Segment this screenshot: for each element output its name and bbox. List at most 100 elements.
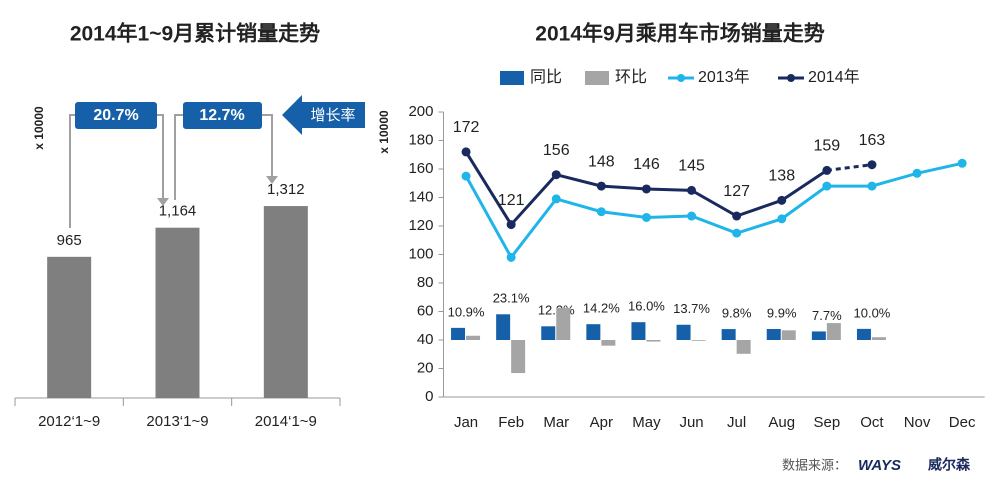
point bbox=[687, 185, 697, 195]
point bbox=[732, 211, 742, 221]
value-label: 127 bbox=[723, 183, 750, 200]
point bbox=[777, 195, 787, 205]
value-label: 159 bbox=[813, 138, 840, 155]
connector bbox=[69, 114, 75, 228]
y-tick-label: 180 bbox=[408, 131, 433, 148]
arrowhead bbox=[157, 198, 169, 206]
bar bbox=[766, 328, 781, 340]
y-label: x 10000 bbox=[32, 106, 46, 150]
brand-cn: 威尔森 bbox=[928, 457, 971, 473]
x-tick-label: Oct bbox=[860, 414, 884, 431]
connector bbox=[262, 114, 273, 178]
point bbox=[777, 214, 787, 224]
value-label: 9.8% bbox=[722, 306, 752, 321]
source: 数据来源： bbox=[782, 457, 847, 472]
legend-swatch bbox=[787, 74, 795, 82]
bar bbox=[47, 256, 92, 398]
brand: WAYS bbox=[858, 457, 901, 474]
y-tick-label: 0 bbox=[425, 388, 433, 405]
x-tick-label: Mar bbox=[543, 414, 569, 431]
x-tick-label: 2012‘1~9 bbox=[38, 413, 100, 430]
point bbox=[461, 171, 471, 181]
point bbox=[822, 181, 832, 191]
value-label: 9.9% bbox=[767, 305, 797, 320]
arrowheads bbox=[157, 176, 278, 206]
y-tick-label: 120 bbox=[408, 217, 433, 234]
bar bbox=[466, 335, 481, 340]
legend-label: 同比 bbox=[530, 68, 562, 86]
value-label: 121 bbox=[498, 192, 525, 209]
bar bbox=[856, 328, 871, 340]
bar bbox=[871, 337, 886, 340]
value-label: 138 bbox=[768, 168, 795, 185]
annotation: 20.7% bbox=[93, 107, 138, 124]
point bbox=[957, 158, 967, 168]
arrowhead bbox=[266, 176, 278, 184]
point bbox=[912, 168, 922, 178]
point bbox=[461, 147, 471, 157]
bar bbox=[451, 327, 466, 340]
bar bbox=[556, 307, 571, 340]
value-label: 145 bbox=[678, 158, 705, 175]
y-tick-label: 80 bbox=[417, 274, 434, 291]
annotation-arrow bbox=[282, 95, 365, 135]
legend-swatch bbox=[677, 74, 685, 82]
chart-title: 2014年9月乘用车市场销量走势 bbox=[535, 22, 824, 46]
value-label: 10.9% bbox=[448, 304, 485, 319]
x-tick-label: Jan bbox=[454, 414, 478, 431]
bar bbox=[263, 206, 308, 398]
annotation: 12.7% bbox=[199, 107, 244, 124]
value-label: 163 bbox=[859, 132, 886, 149]
annotation-box bbox=[183, 102, 262, 129]
connector bbox=[157, 114, 164, 200]
bar bbox=[631, 322, 646, 340]
y-tick-label: 200 bbox=[408, 103, 433, 120]
bar bbox=[811, 331, 826, 340]
point bbox=[596, 181, 606, 191]
bar bbox=[511, 340, 526, 374]
point bbox=[867, 181, 877, 191]
value-label: 965 bbox=[57, 232, 82, 249]
point bbox=[687, 211, 697, 221]
x-tick-label: Dec bbox=[949, 414, 976, 431]
value-label: 1,164 bbox=[159, 203, 197, 220]
value-label: 23.1% bbox=[493, 291, 530, 306]
value-label: 156 bbox=[543, 142, 570, 159]
bar bbox=[541, 326, 556, 340]
y-tick-label: 140 bbox=[408, 188, 433, 205]
value-label: 172 bbox=[453, 119, 480, 136]
chart-title: 2014年1~9月累计销量走势 bbox=[70, 22, 320, 46]
y-tick-label: 40 bbox=[417, 331, 434, 348]
point bbox=[641, 184, 651, 194]
bar bbox=[826, 323, 841, 340]
y-tick-label: 160 bbox=[408, 160, 433, 177]
legend-label: 2013年 bbox=[698, 68, 750, 86]
value-label: 1,312 bbox=[267, 181, 305, 198]
bar bbox=[781, 330, 796, 340]
x-tick-label: Sep bbox=[813, 414, 840, 431]
point bbox=[506, 220, 516, 230]
x-tick-label: Jun bbox=[679, 414, 703, 431]
y-tick-label: 100 bbox=[408, 245, 433, 262]
point bbox=[551, 170, 561, 180]
bar bbox=[601, 340, 616, 346]
value-label: 16.0% bbox=[628, 299, 665, 314]
legend-label: 环比 bbox=[615, 68, 647, 86]
annotation: 增长率 bbox=[310, 107, 355, 124]
value-label: 14.2% bbox=[583, 301, 620, 316]
bar bbox=[691, 340, 706, 341]
y-tick-label: 20 bbox=[417, 359, 434, 376]
bar bbox=[646, 340, 661, 342]
x-tick-label: Jul bbox=[727, 414, 746, 431]
line bbox=[464, 161, 963, 261]
annotation-box bbox=[75, 102, 157, 129]
point bbox=[596, 207, 606, 217]
value-label: 10.0% bbox=[854, 305, 891, 320]
line bbox=[826, 163, 873, 172]
x-tick-label: May bbox=[632, 414, 661, 431]
connector bbox=[174, 114, 183, 200]
bar bbox=[586, 324, 601, 340]
x-tick-label: Aug bbox=[768, 414, 795, 431]
bar bbox=[721, 329, 736, 340]
